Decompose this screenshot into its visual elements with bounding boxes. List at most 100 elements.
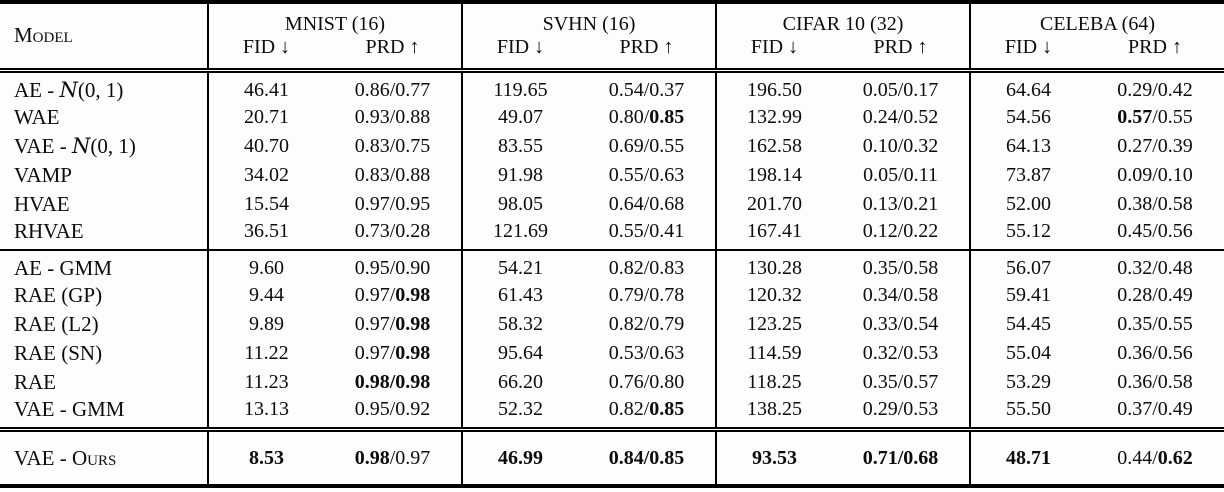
value: 49.07 (498, 105, 543, 128)
value: 0.97/0.95 (354, 192, 431, 215)
value: 198.14 (747, 163, 802, 186)
value: 0.82/0.79 (608, 312, 685, 335)
fid-value-cell: 196.50 (715, 70, 832, 103)
value: 34.02 (244, 163, 289, 186)
value: 0.33/0.54 (862, 312, 939, 335)
value: 36.51 (244, 219, 289, 242)
prd-value-cell: 0.38/0.58 (1086, 190, 1224, 219)
fid-value-cell: 11.23 (207, 367, 324, 397)
prd-value-cell: 0.37/0.49 (1086, 397, 1224, 430)
best-value: 0.98 (395, 312, 431, 335)
value: 0.35/0.57 (862, 370, 939, 393)
prd-value-cell: 0.79/0.78 (578, 281, 716, 310)
prd-value-cell: 0.97/0.98 (324, 339, 462, 368)
prd-value-cell: 0.93/0.88 (324, 103, 462, 132)
dataset-header-cifar10: CIFAR 10 (32) (715, 2, 970, 36)
model-cell: RAE (L2) (14, 311, 99, 336)
fid-value-cell: 55.12 (969, 218, 1086, 250)
value: 0.27/0.39 (1117, 134, 1193, 157)
prd-value-cell: 0.80/0.85 (578, 103, 716, 132)
best-value: 0.62 (1157, 446, 1193, 469)
value: 120.32 (747, 283, 802, 306)
prd-value-cell: 0.97/0.95 (324, 190, 462, 219)
fid-value-cell: 138.25 (715, 396, 832, 429)
fid-value-cell: 64.64 (969, 70, 1086, 103)
value: 0.24/0.52 (862, 105, 939, 128)
value: 54.45 (1006, 312, 1051, 335)
model-cell: WAE (14, 104, 60, 129)
prd-value-cell: 0.32/0.48 (1086, 250, 1224, 281)
fid-value-cell: 9.44 (207, 280, 324, 310)
fid-value-cell: 46.41 (207, 70, 324, 103)
value: 91.98 (498, 163, 543, 186)
prd-value-cell: 0.86/0.77 (324, 70, 462, 103)
best-value: 0.85 (649, 105, 685, 128)
value: 0.95/0.92 (354, 397, 431, 420)
table-row: RAE (SN) 11.22 0.97/0.98 95.64 0.53/0.63 114.… (0, 338, 1224, 368)
value: 11.23 (244, 370, 289, 393)
value: 54.56 (1006, 105, 1051, 128)
value: 0.95/0.90 (354, 256, 431, 279)
value: 0.93/0.88 (354, 105, 431, 128)
prd-value-cell: 0.05/0.11 (832, 161, 970, 190)
value: 196.50 (747, 78, 802, 101)
prd-value-cell: 0.82/0.79 (578, 310, 716, 339)
value: 64.64 (1006, 78, 1051, 101)
model-cell: VAE - GMM (14, 396, 125, 421)
fid-value-cell: 36.51 (207, 218, 324, 250)
ours-section: VAE - Ours 8.53 0.98/0.97 46.99 0.84/0.85 93.… (0, 429, 1224, 486)
prd-value-cell: 0.36/0.58 (1086, 368, 1224, 397)
table-row: RAE (L2) 9.89 0.97/0.98 58.32 0.82/0.79 123.2… (0, 309, 1224, 339)
value: 98.05 (498, 192, 543, 215)
fid-value-cell: 132.99 (715, 102, 832, 132)
fid-value-cell: 118.25 (715, 367, 832, 397)
prd-value-cell: 0.10/0.32 (832, 132, 970, 161)
value: 0.32/0.53 (862, 341, 939, 364)
value: 20.71 (244, 105, 289, 128)
value: 0.69/0.55 (608, 134, 685, 157)
fid-value-cell: 40.70 (207, 131, 324, 161)
value: 52.00 (1006, 192, 1051, 215)
fid-value-cell: 9.89 (207, 309, 324, 339)
value: 53.29 (1006, 370, 1051, 393)
best-value: 0.85 (649, 397, 685, 420)
table-row: AE - GMM 9.60 0.95/0.90 54.21 0.82/0.83 130.2… (0, 249, 1224, 281)
value: 15.54 (244, 192, 289, 215)
value: 0.44/ (1117, 446, 1158, 469)
fid-value-cell: 98.05 (461, 189, 578, 219)
value: 55.50 (1006, 397, 1051, 420)
gmm-rae-models-section: AE - GMM 9.60 0.95/0.90 54.21 0.82/0.83 130.2… (0, 249, 1224, 430)
prd-value-cell: 0.45/0.56 (1086, 219, 1224, 250)
prd-value-cell: 0.12/0.22 (832, 219, 970, 250)
prd-value-cell: 0.29/0.53 (832, 397, 970, 430)
value: 0.55/0.41 (608, 219, 685, 242)
value: 9.89 (249, 312, 284, 335)
fid-value-cell: 66.20 (461, 367, 578, 397)
best-value: 0.71/0.68 (862, 446, 939, 469)
value: 118.25 (747, 370, 802, 393)
prd-value-cell: 0.69/0.55 (578, 132, 716, 161)
value: 9.44 (249, 283, 284, 306)
value: 0.35/0.58 (862, 256, 939, 279)
fid-value-cell: 8.53 (207, 429, 324, 486)
fid-column-header: FID ↓ (715, 36, 832, 70)
prd-value-cell: 0.28/0.49 (1086, 281, 1224, 310)
prd-value-cell: 0.32/0.53 (832, 339, 970, 368)
prd-value-cell: 0.76/0.80 (578, 368, 716, 397)
fid-value-cell: 91.98 (461, 160, 578, 190)
prd-value-cell: 0.36/0.56 (1086, 339, 1224, 368)
prd-value-cell: 0.35/0.58 (832, 250, 970, 281)
value: 40.70 (244, 134, 289, 157)
prd-value-cell: 0.97/0.98 (324, 310, 462, 339)
value: /0.55 (1152, 105, 1193, 128)
prd-column-header: PRD ↑ (365, 36, 420, 58)
prd-value-cell: 0.35/0.57 (832, 368, 970, 397)
best-value: 93.53 (752, 446, 797, 469)
value: 46.41 (244, 78, 289, 101)
prd-column-header: PRD ↑ (873, 36, 928, 58)
fid-value-cell: 167.41 (715, 218, 832, 250)
table-row: HVAE 15.54 0.97/0.95 98.05 0.64/0.68 201.70 0.… (0, 189, 1224, 219)
best-value: 0.57 (1117, 105, 1153, 128)
value: 0.34/0.58 (862, 283, 939, 306)
best-value: 8.53 (249, 446, 284, 469)
